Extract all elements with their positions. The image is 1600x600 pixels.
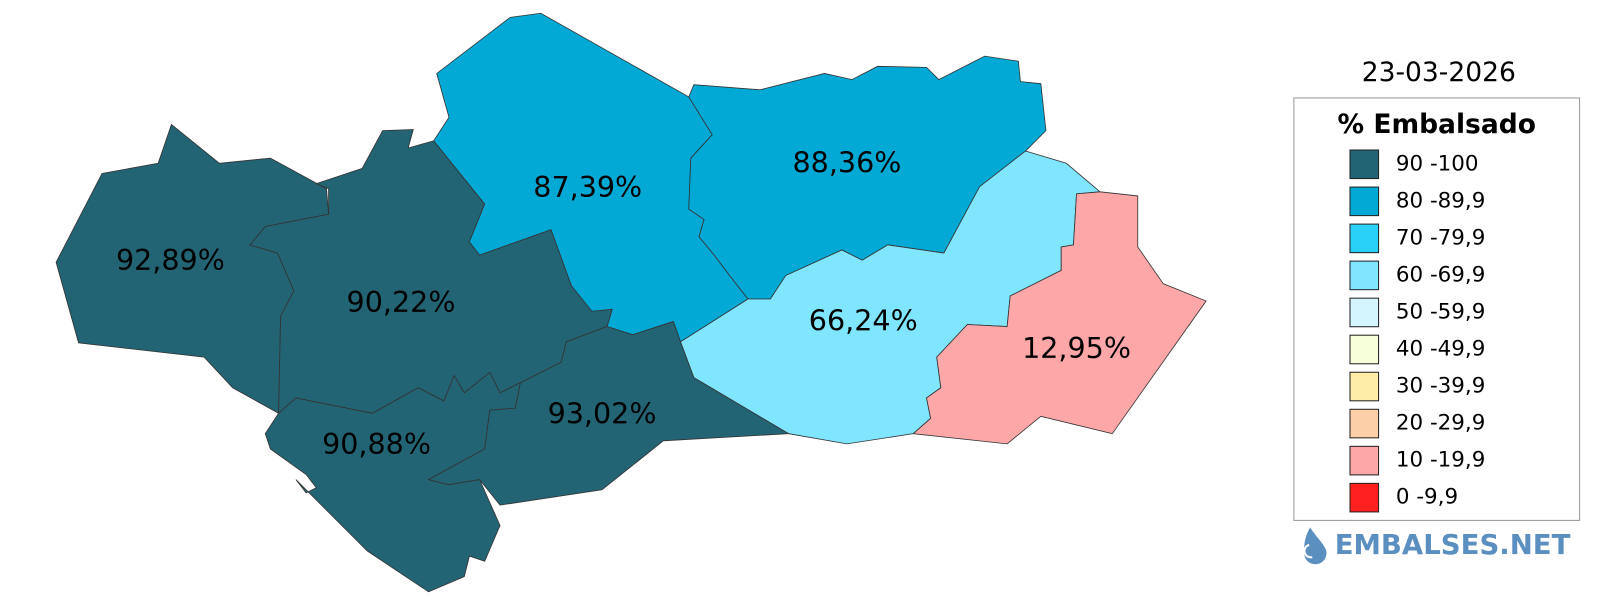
- region-label: 90,88%: [322, 427, 431, 461]
- region-label: 12,95%: [1022, 331, 1131, 365]
- legend-swatch: [1349, 334, 1380, 365]
- legend-swatch: [1349, 260, 1380, 291]
- legend-label: 90 -100: [1396, 151, 1479, 176]
- regions: [55, 12, 1207, 593]
- legend-title: % Embalsado: [1338, 109, 1536, 140]
- region-label: 66,24%: [809, 303, 918, 337]
- legend-label: 40 -49,9: [1396, 336, 1485, 361]
- legend-label: 70 -79,9: [1396, 225, 1485, 250]
- legend-label: 20 -29,9: [1396, 411, 1485, 436]
- legend-items: 90 -100 80 -89,9 70 -79,9 60 -69,9 50 -59,9 4…: [1349, 149, 1485, 513]
- legend-label: 0 -9,9: [1396, 485, 1458, 510]
- region-label: 90,22%: [347, 285, 456, 319]
- legend-swatch: [1349, 482, 1380, 513]
- legend-swatch: [1349, 186, 1380, 217]
- region-label: 92,89%: [116, 243, 225, 277]
- region-label: 87,39%: [533, 170, 642, 204]
- logo-drop-shine: [1303, 543, 1313, 559]
- legend-swatch: [1349, 297, 1380, 328]
- legend-label: 60 -69,9: [1396, 262, 1485, 287]
- logo-text: EMBALSES.NET: [1335, 529, 1571, 561]
- logo: EMBALSES.NET: [1303, 527, 1571, 565]
- legend-label: 50 -59,9: [1396, 299, 1485, 324]
- legend-label: 30 -39,9: [1396, 374, 1485, 399]
- legend-swatch: [1349, 408, 1380, 439]
- legend-swatch: [1349, 149, 1380, 180]
- legend-swatch: [1349, 445, 1380, 476]
- legend-label: 10 -19,9: [1396, 448, 1485, 473]
- legend-swatch: [1349, 371, 1380, 402]
- region-label: 93,02%: [548, 396, 657, 430]
- logo-drop: [1304, 527, 1327, 565]
- legend-label: 80 -89,9: [1396, 188, 1485, 213]
- region-almeria: [912, 191, 1207, 445]
- legend-swatch: [1349, 223, 1380, 254]
- date: 23-03-2026: [1362, 57, 1516, 88]
- region-label: 88,36%: [792, 145, 901, 179]
- legend-box: [1293, 97, 1581, 521]
